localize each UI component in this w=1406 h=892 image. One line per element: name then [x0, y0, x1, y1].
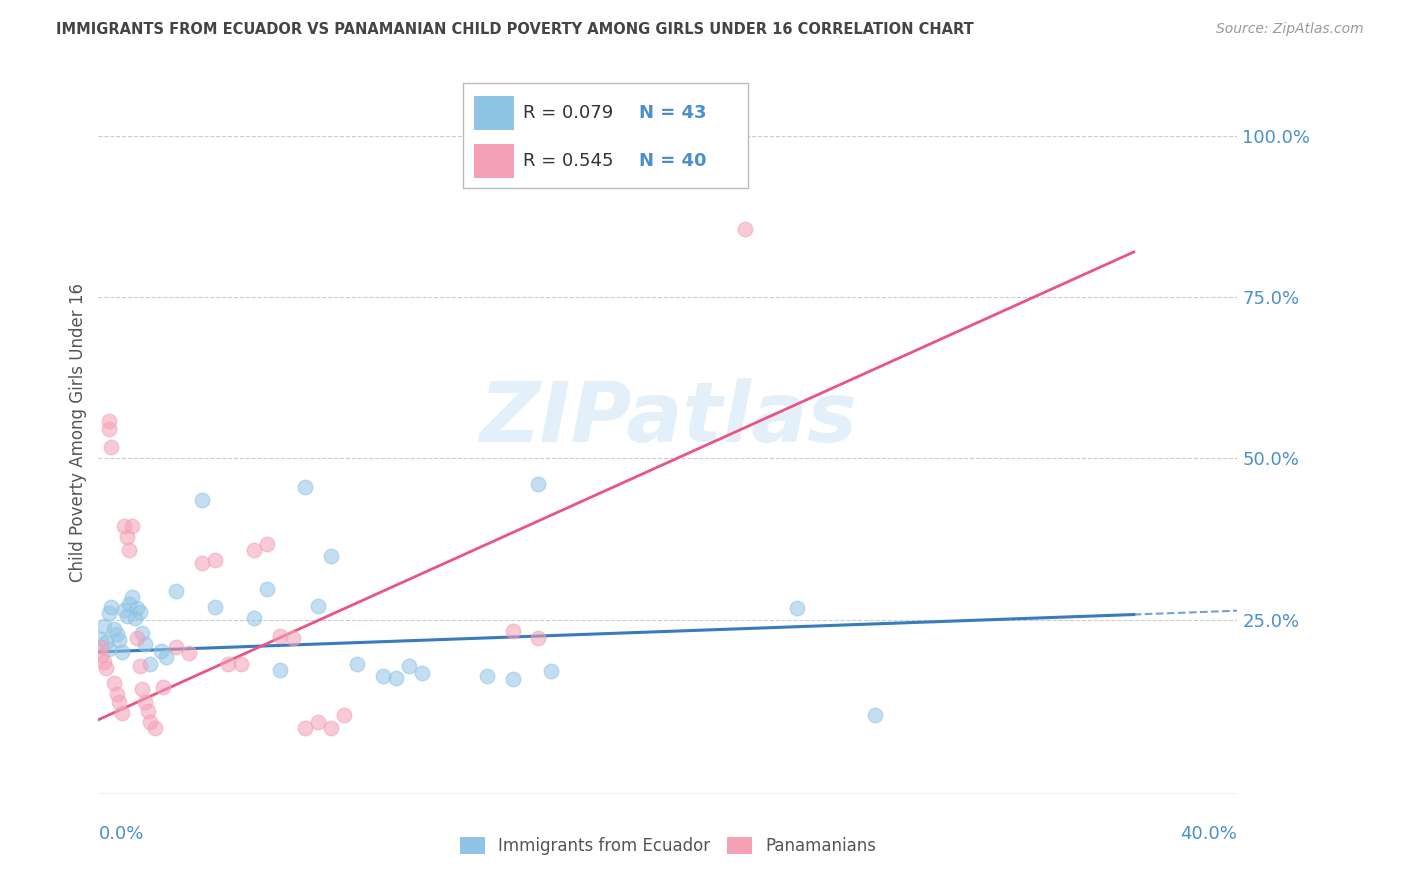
FancyBboxPatch shape [463, 84, 748, 188]
Point [346, 657, 368, 671]
Point [191, 556, 214, 570]
Point [321, 549, 343, 564]
Point [217, 657, 239, 671]
Point [97, 607, 120, 621]
Point [112, 519, 135, 533]
Point [128, 659, 150, 673]
Point [96, 635, 118, 649]
Point [269, 629, 291, 643]
Point [90, 632, 112, 646]
Text: 0.0%: 0.0% [98, 825, 143, 843]
Point [90, 648, 112, 663]
Point [204, 553, 226, 567]
Point [242, 611, 264, 625]
Point [307, 714, 329, 729]
Text: IMMIGRANTS FROM ECUADOR VS PANAMANIAN CHILD POVERTY AMONG GIRLS UNDER 16 CORRELA: IMMIGRANTS FROM ECUADOR VS PANAMANIAN CH… [56, 22, 974, 37]
Point [152, 681, 174, 695]
Point [139, 657, 162, 671]
Point [105, 627, 128, 641]
Point [373, 669, 395, 683]
Point [139, 714, 162, 729]
Point [90, 640, 112, 654]
FancyBboxPatch shape [474, 96, 515, 129]
Point [502, 672, 524, 686]
Point [131, 682, 153, 697]
Point [204, 599, 226, 614]
Text: Source: ZipAtlas.com: Source: ZipAtlas.com [1216, 22, 1364, 37]
Point [103, 676, 125, 690]
Point [155, 650, 177, 665]
Point [540, 665, 562, 679]
Point [108, 633, 131, 648]
Point [149, 643, 172, 657]
Point [105, 687, 128, 701]
Legend: Immigrants from Ecuador, Panamanians: Immigrants from Ecuador, Panamanians [453, 830, 883, 862]
Point [100, 440, 122, 454]
Point [294, 721, 316, 735]
Point [115, 609, 138, 624]
Point [121, 519, 143, 533]
Point [307, 599, 329, 613]
Point [103, 623, 125, 637]
Point [96, 661, 118, 675]
Text: R = 0.079: R = 0.079 [523, 103, 613, 122]
Point [112, 603, 135, 617]
Text: R = 0.545: R = 0.545 [523, 153, 613, 170]
Point [118, 543, 141, 558]
Point [177, 646, 200, 660]
Point [165, 583, 187, 598]
Point [124, 611, 146, 625]
Text: N = 40: N = 40 [640, 153, 707, 170]
Point [256, 536, 278, 550]
Point [786, 601, 808, 615]
Point [131, 625, 153, 640]
Point [242, 543, 264, 558]
Point [411, 665, 433, 680]
Point [128, 605, 150, 619]
Point [97, 422, 120, 436]
Point [145, 721, 167, 735]
Point [229, 657, 252, 671]
Text: ZIPatlas: ZIPatlas [479, 377, 856, 458]
Point [475, 669, 498, 683]
Point [191, 493, 214, 508]
Point [134, 695, 156, 709]
Point [108, 695, 131, 709]
Point [127, 601, 149, 615]
Text: N = 43: N = 43 [640, 103, 707, 122]
Point [136, 704, 159, 718]
Point [502, 624, 524, 639]
Y-axis label: Child Poverty Among Girls Under 16: Child Poverty Among Girls Under 16 [69, 283, 87, 582]
Point [165, 640, 187, 654]
Point [115, 530, 138, 544]
Point [294, 480, 316, 494]
Point [111, 645, 134, 659]
Point [527, 477, 550, 491]
FancyBboxPatch shape [474, 145, 515, 178]
Point [385, 671, 408, 685]
Text: 40.0%: 40.0% [1181, 825, 1237, 843]
Point [111, 706, 134, 721]
Point [734, 222, 756, 236]
Point [321, 721, 343, 735]
Point [100, 599, 122, 614]
Point [269, 663, 291, 677]
Point [256, 582, 278, 596]
Point [127, 631, 149, 645]
Point [121, 590, 143, 604]
Point [333, 708, 356, 723]
Point [97, 414, 120, 428]
Point [93, 619, 115, 633]
Point [863, 708, 886, 723]
Point [97, 641, 120, 656]
Point [93, 655, 115, 669]
Point [134, 637, 156, 651]
Point [398, 659, 420, 673]
Point [118, 597, 141, 611]
Point [281, 631, 304, 645]
Point [527, 631, 550, 645]
